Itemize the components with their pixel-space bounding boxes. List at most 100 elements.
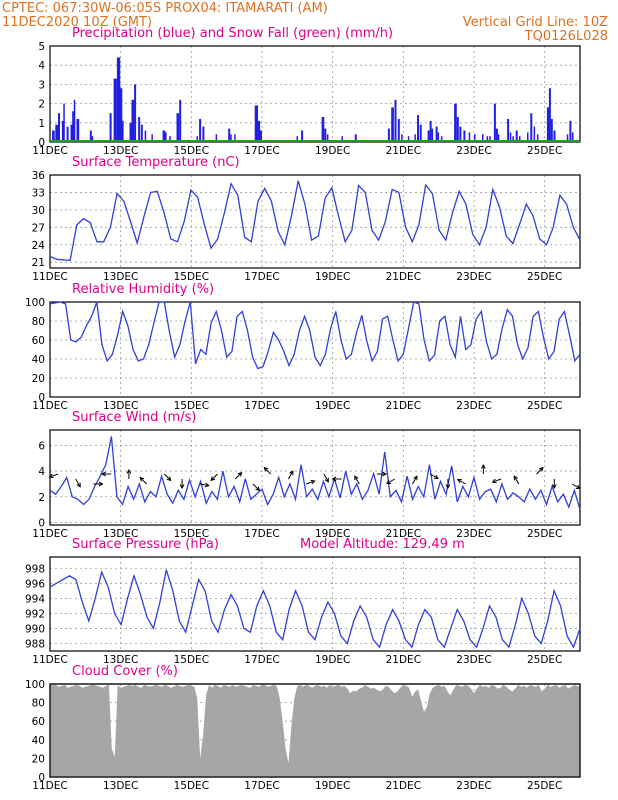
panel-title: Precipitation (blue) and Snow Fall (gree… <box>72 26 393 41</box>
x-tick-label: 25DEC <box>527 654 562 666</box>
precip-bar <box>530 113 533 142</box>
x-tick-label: 13DEC <box>103 528 138 540</box>
wind-arrow-head <box>204 482 210 488</box>
precip-bar <box>121 120 124 142</box>
precip-bar <box>553 130 556 142</box>
precip-bar <box>482 134 484 142</box>
wind-arrow <box>513 475 520 485</box>
precip-bar <box>162 130 166 142</box>
panel-3: 0 2 4 6 11DEC 13DEC 15DEC 17DEC 19DEC 21DEC 23DEC 2… <box>32 410 581 540</box>
y-tick-label: 998 <box>25 563 45 575</box>
wind-arrow <box>412 475 418 485</box>
panel-title: Surface Wind (m/s) <box>72 410 196 425</box>
precip-bar <box>341 136 343 142</box>
precip-bar <box>199 119 202 142</box>
precip-bar <box>234 134 236 142</box>
wind-arrow-head <box>433 474 439 480</box>
precip-bar <box>454 103 457 142</box>
wind-arrow-head <box>354 475 359 481</box>
x-tick-label: 15DEC <box>174 145 209 157</box>
x-tick-label: 15DEC <box>174 271 209 283</box>
x-tick-label: 17DEC <box>244 145 279 157</box>
x-tick-label: 19DEC <box>315 271 350 283</box>
precip-bar <box>131 99 135 142</box>
precip-bar <box>215 134 218 142</box>
precip-bar <box>512 136 514 142</box>
panel-5: 0 20 40 60 80 100 11DEC 13DEC 15DEC 17DEC 19DEC 21D… <box>25 664 581 792</box>
wind-arrow-head <box>289 470 294 476</box>
y-tick-label: 0 <box>38 137 45 149</box>
precip-bar <box>63 103 65 142</box>
x-tick-label: 25DEC <box>527 400 562 412</box>
y-tick-label: 24 <box>32 240 46 252</box>
precip-bar <box>391 107 394 142</box>
y-tick-label: 0 <box>38 392 45 404</box>
x-tick-label: 19DEC <box>315 780 350 792</box>
precip-bar <box>113 78 117 142</box>
precip-bar <box>397 119 400 142</box>
precip-bar <box>196 136 198 142</box>
precip-bar <box>429 120 432 142</box>
panel-frame <box>49 301 581 398</box>
precip-bar <box>119 88 123 142</box>
x-tick-label: 19DEC <box>315 654 350 666</box>
precip-bar <box>509 132 512 142</box>
x-tick-label: 23DEC <box>456 528 491 540</box>
cloud-area <box>50 684 580 777</box>
precip-bar <box>52 130 55 142</box>
precip-bar <box>427 130 430 142</box>
y-tick-label: 996 <box>25 578 45 590</box>
y-tick-label: 100 <box>25 679 45 691</box>
wind-arrow <box>429 473 439 479</box>
x-tick-label: 23DEC <box>456 654 491 666</box>
precip-bar <box>486 136 489 142</box>
wind-arrow-head <box>76 482 81 488</box>
x-tick-label: 17DEC <box>244 780 279 792</box>
wind-arrow-head <box>456 478 462 484</box>
wind-arrow-head <box>310 479 316 485</box>
wind-arrow-head <box>139 476 145 482</box>
x-tick-label: 13DEC <box>103 271 138 283</box>
wind-arrow <box>252 483 260 491</box>
x-tick-label: 17DEC <box>244 400 279 412</box>
wind-arrow-head <box>538 466 544 472</box>
y-tick-label: 60 <box>32 335 45 347</box>
x-tick-label: 23DEC <box>456 271 491 283</box>
y-tick-label: 60 <box>32 716 45 728</box>
precip-bar <box>228 128 231 142</box>
x-tick-label: 19DEC <box>315 528 350 540</box>
panel-title: Cloud Cover (%) <box>72 664 178 679</box>
wind-arrow <box>163 473 172 481</box>
precip-bar <box>129 122 132 142</box>
x-tick-label: 23DEC <box>456 145 491 157</box>
wind-arrow-head <box>551 484 557 490</box>
precip-bar <box>138 117 141 142</box>
x-tick-label: 11DEC <box>32 145 67 157</box>
wind-arrow-head <box>179 484 185 490</box>
y-tick-label: 4 <box>38 60 45 72</box>
x-tick-label: 13DEC <box>103 145 138 157</box>
precip-bar <box>260 130 262 142</box>
precip-bar <box>164 132 167 142</box>
precip-bar <box>548 88 551 142</box>
x-tick-label: 21DEC <box>386 654 421 666</box>
panel-title: Surface Pressure (hPa) <box>72 537 219 552</box>
x-tick-label: 25DEC <box>527 780 562 792</box>
x-tick-label: 17DEC <box>244 271 279 283</box>
precip-bar <box>140 124 143 142</box>
wind-arrow-head <box>575 484 581 490</box>
wind-arrow-head <box>324 477 329 483</box>
precip-bar <box>116 57 121 142</box>
precip-bar <box>566 134 569 142</box>
x-tick-label: 11DEC <box>32 271 67 283</box>
precip-bar <box>401 134 403 142</box>
y-tick-label: 80 <box>32 316 45 328</box>
wind-arrow-head <box>513 475 519 481</box>
y-tick-label: 6 <box>38 440 45 452</box>
series-line <box>49 436 581 510</box>
wind-arrow-head <box>255 486 261 492</box>
x-tick-label: 15DEC <box>174 528 209 540</box>
x-tick-label: 15DEC <box>174 780 209 792</box>
wind-arrow-head <box>386 479 391 485</box>
y-tick-label: 1 <box>38 118 45 130</box>
